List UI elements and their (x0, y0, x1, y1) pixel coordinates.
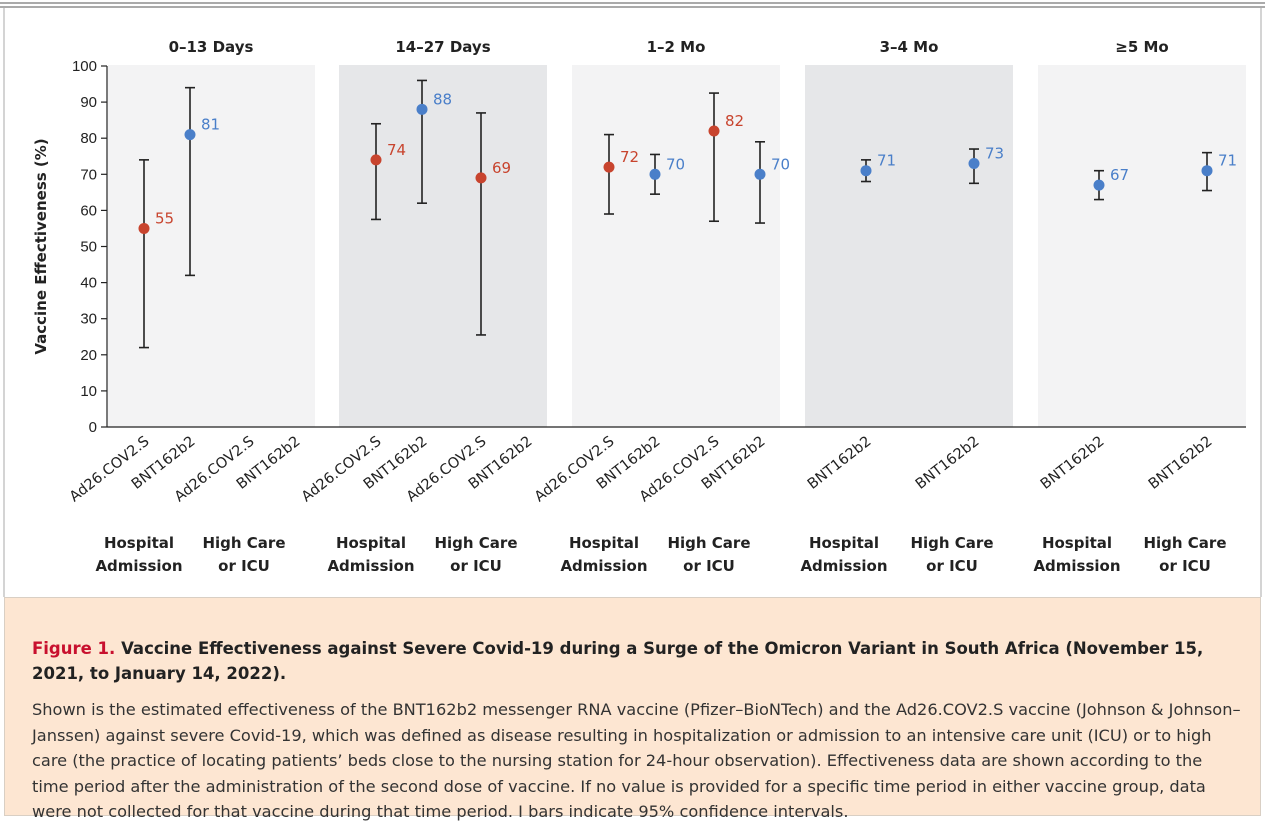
group-label-line2: or ICU (926, 557, 978, 575)
figure-title-text: Vaccine Effectiveness against Severe Cov… (32, 639, 1204, 683)
figure-label: Figure 1. (32, 639, 116, 658)
panel-background (339, 65, 547, 427)
data-point (1093, 179, 1105, 191)
panel-background (1038, 65, 1246, 427)
data-point (416, 103, 428, 115)
y-tick-label: 90 (80, 94, 97, 111)
panel-title: 14–27 Days (395, 38, 490, 56)
group-label-line2: Admission (800, 557, 887, 575)
group-label-line2: or ICU (683, 557, 735, 575)
data-point (708, 125, 720, 137)
panel-title: 1–2 Mo (647, 38, 706, 56)
y-tick-label: 20 (80, 347, 97, 364)
y-tick-label: 100 (72, 58, 97, 75)
panel-title: 3–4 Mo (880, 38, 939, 56)
category-label: BNT162b2 (1146, 434, 1216, 493)
category-label: Ad26.COV2.S (67, 434, 153, 506)
group-label-line1: High Care (667, 534, 750, 552)
panel-background (108, 65, 315, 427)
figure-caption-body: Shown is the estimated effectiveness of … (32, 700, 1241, 821)
group-label-line1: Hospital (336, 534, 406, 552)
y-tick-label: 60 (80, 202, 97, 219)
panel-title: ≥5 Mo (1115, 38, 1168, 56)
data-point (603, 161, 615, 173)
data-point (475, 172, 487, 184)
data-point (968, 157, 980, 169)
group-label-line2: or ICU (1159, 557, 1211, 575)
data-point (370, 154, 382, 166)
group-label-line1: Hospital (809, 534, 879, 552)
group-label-line1: High Care (202, 534, 285, 552)
data-point (649, 168, 661, 180)
data-point (1201, 165, 1213, 177)
y-tick-label: 10 (80, 383, 97, 400)
group-label-line1: High Care (1143, 534, 1226, 552)
y-tick-label: 80 (80, 130, 97, 147)
category-label: BNT162b2 (1038, 434, 1108, 493)
group-label-line2: or ICU (450, 557, 502, 575)
category-label: BNT162b2 (913, 434, 983, 493)
y-axis: 0 10 20 30 40 50 60 70 80 90 100 Vaccine Effectiven… (32, 58, 1246, 436)
panel-background (805, 65, 1013, 427)
data-point (138, 222, 150, 234)
data-point (184, 129, 196, 141)
group-label-line1: Hospital (104, 534, 174, 552)
group-label-line2: Admission (1033, 557, 1120, 575)
panel-background (572, 65, 780, 427)
y-tick-label: 40 (80, 275, 97, 292)
data-point (754, 168, 766, 180)
data-label: 55 (155, 209, 174, 227)
data-point (860, 165, 872, 177)
data-label: 88 (433, 90, 452, 108)
group-label-line2: Admission (560, 557, 647, 575)
data-label: 73 (985, 144, 1004, 162)
group-label-line1: High Care (910, 534, 993, 552)
figure-title: Figure 1. Vaccine Effectiveness against … (32, 636, 1237, 686)
data-label: 81 (201, 116, 220, 134)
data-label: 72 (620, 148, 639, 166)
category-label: BNT162b2 (805, 434, 875, 493)
panel-title: 0–13 Days (169, 38, 254, 56)
data-label: 71 (877, 152, 896, 170)
group-label-line1: Hospital (1042, 534, 1112, 552)
data-label: 74 (387, 141, 406, 159)
panel-backgrounds (108, 65, 1246, 427)
group-label-line2: Admission (327, 557, 414, 575)
group-label-line2: Admission (95, 557, 182, 575)
group-label-line2: or ICU (218, 557, 270, 575)
y-axis-title: Vaccine Effectiveness (%) (32, 138, 50, 354)
y-tick-label: 30 (80, 311, 97, 328)
y-tick-label: 50 (80, 239, 97, 256)
data-label: 70 (771, 155, 790, 173)
chart-marks (138, 79, 1213, 349)
data-label: 82 (725, 112, 744, 130)
data-label: 70 (666, 155, 685, 173)
group-label-line1: High Care (434, 534, 517, 552)
chart: 0 10 20 30 40 50 60 70 80 90 100 Vaccine Effectiven… (0, 2, 1265, 597)
category-label: Ad26.COV2.S (299, 434, 385, 506)
data-label: 71 (1218, 152, 1237, 170)
y-tick-label: 70 (80, 166, 97, 183)
caption-box (4, 597, 1261, 816)
group-label-line1: Hospital (569, 534, 639, 552)
data-label: 67 (1110, 166, 1129, 184)
category-label: Ad26.COV2.S (532, 434, 618, 506)
data-label: 69 (492, 159, 511, 177)
y-tick-label: 0 (89, 419, 97, 436)
